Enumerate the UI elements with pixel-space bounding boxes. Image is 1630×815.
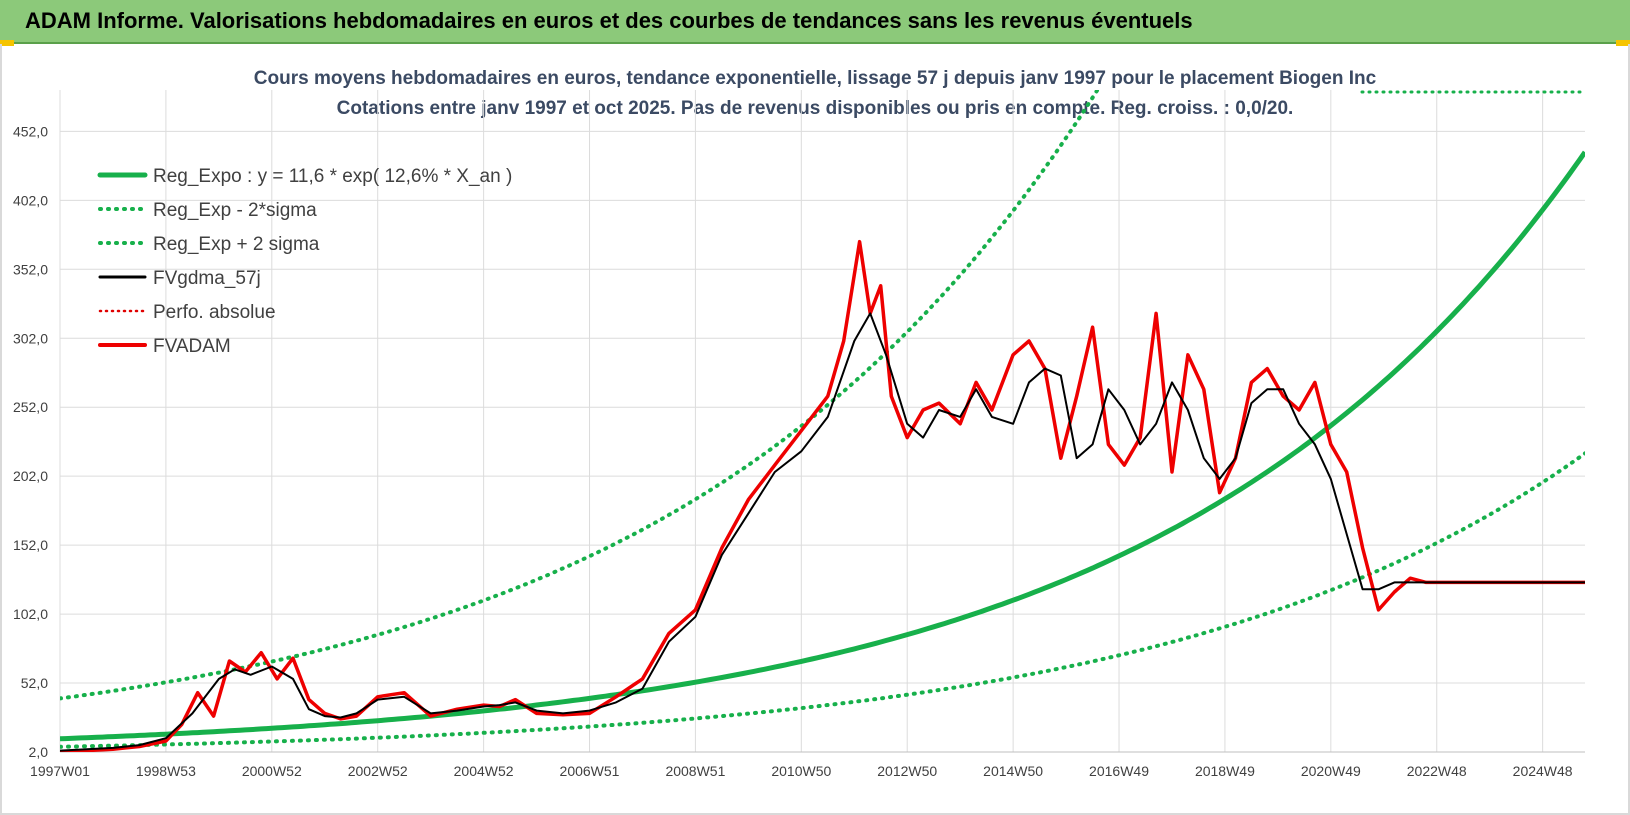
report-title: ADAM Informe. Valorisations hebdomadaire… (25, 8, 1193, 33)
chart-subtitle: Cotations entre janv 1997 et oct 2025. P… (336, 98, 1294, 119)
chart-frame (0, 44, 1630, 815)
report-banner: ADAM Informe. Valorisations hebdomadaire… (0, 0, 1630, 44)
corner-marker (0, 40, 14, 46)
corner-marker (1616, 40, 1630, 46)
chart-title: Cours moyens hebdomadaires en euros, ten… (253, 68, 1377, 89)
